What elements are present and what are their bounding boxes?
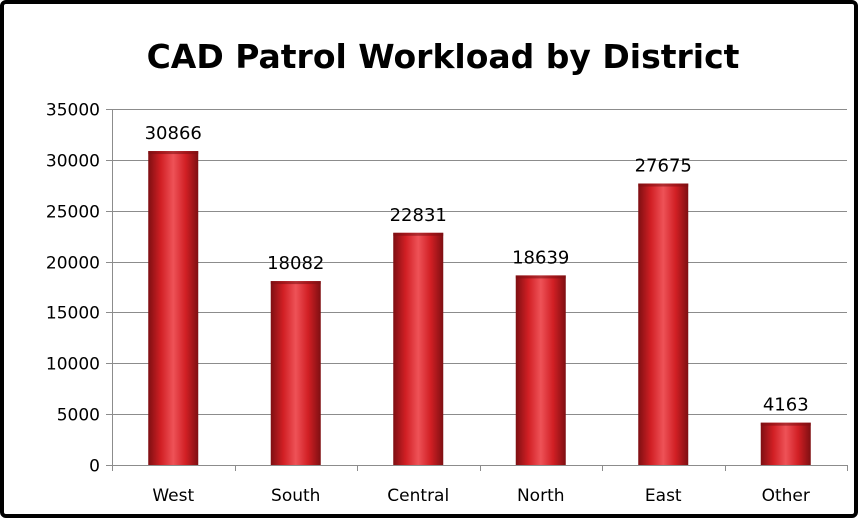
- bar-chart: CAD Patrol Workload by District 0 5000 100…: [46, 37, 848, 506]
- x-tick-label-south: South: [271, 486, 320, 506]
- bar-top-bevel: [270, 281, 321, 285]
- y-tick-label: 25000: [46, 203, 100, 223]
- data-label-east: 27675: [635, 156, 692, 177]
- x-tick-label-east: East: [645, 486, 682, 506]
- bar-top-bevel: [638, 183, 689, 187]
- bar-top-bevel: [515, 275, 566, 279]
- bar-west: [148, 151, 199, 465]
- y-tick-label: 15000: [46, 304, 100, 324]
- y-tick-label: 35000: [46, 101, 100, 121]
- bar-north: [515, 275, 566, 465]
- chart-title: CAD Patrol Workload by District: [147, 37, 740, 76]
- data-label-north: 18639: [512, 247, 569, 268]
- y-tick-label: 30000: [46, 152, 100, 172]
- axes: 0 5000 10000 15000 20000 25000 30000 35000 West S…: [46, 101, 848, 506]
- data-label-south: 18082: [267, 253, 324, 274]
- bar-east: [638, 183, 689, 465]
- data-label-central: 22831: [390, 205, 447, 226]
- x-tick-label-west: West: [152, 486, 194, 506]
- data-labels: 30866 18082 22831 18639 27675 4163: [145, 123, 809, 416]
- gridlines: [112, 109, 847, 415]
- bar-top-bevel: [393, 232, 444, 236]
- y-tick-label: 10000: [46, 355, 100, 375]
- data-label-other: 4163: [763, 395, 809, 416]
- y-tick-label: 5000: [57, 406, 100, 426]
- x-tick-label-north: North: [517, 486, 565, 506]
- bar-other: [760, 422, 811, 465]
- bars: [148, 151, 811, 465]
- data-label-west: 30866: [145, 123, 202, 144]
- x-tick-label-central: Central: [387, 486, 449, 506]
- bar-top-bevel: [760, 422, 811, 426]
- y-tick-label: 0: [89, 457, 100, 477]
- x-tick-label-other: Other: [762, 486, 810, 506]
- y-tick-label: 20000: [46, 254, 100, 274]
- bar-central: [393, 232, 444, 465]
- bar-top-bevel: [148, 151, 199, 155]
- bar-south: [270, 281, 321, 465]
